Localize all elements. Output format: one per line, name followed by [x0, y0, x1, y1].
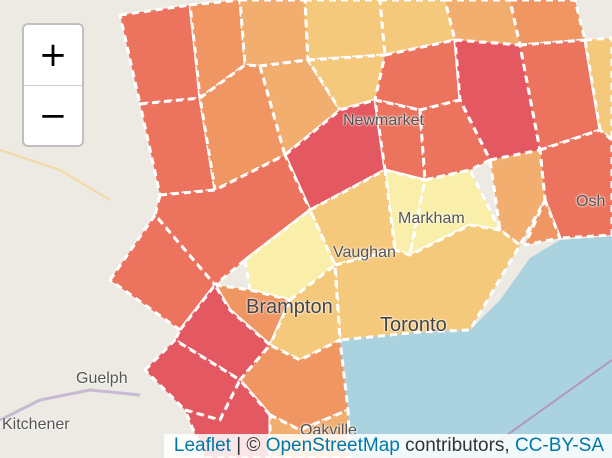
place-label-markham: Markham	[398, 210, 465, 227]
zoom-out-button[interactable]: −	[38, 96, 68, 136]
region[interactable]	[508, 0, 587, 47]
choropleth-layer[interactable]	[108, 0, 612, 458]
attribution-contributors: contributors,	[399, 435, 515, 456]
region[interactable]	[378, 0, 457, 57]
zoom-in-button[interactable]: +	[24, 25, 82, 86]
place-label-toronto: Toronto	[380, 314, 447, 336]
place-label-brampton: Brampton	[246, 296, 333, 318]
region[interactable]	[373, 98, 427, 182]
region[interactable]	[283, 98, 387, 212]
osm-link[interactable]: OpenStreetMap	[265, 435, 400, 456]
region[interactable]	[118, 3, 202, 106]
region[interactable]	[308, 168, 397, 267]
region[interactable]	[373, 38, 462, 112]
region[interactable]	[198, 63, 287, 192]
region[interactable]	[408, 168, 502, 257]
region[interactable]	[333, 223, 522, 342]
region[interactable]	[143, 338, 242, 422]
zoom-control: + −	[22, 23, 84, 147]
region[interactable]	[238, 0, 310, 68]
region[interactable]	[488, 148, 547, 247]
place-label-guelph: Guelph	[76, 370, 128, 387]
region[interactable]	[303, 0, 387, 62]
lake-ontario	[340, 236, 612, 458]
road-line	[0, 149, 111, 201]
map-attribution: Leaflet | © OpenStreetMap contributors, …	[163, 434, 612, 458]
place-label-kitchener: Kitchener	[2, 416, 70, 433]
place-label-newmarket: Newmarket	[343, 112, 424, 129]
leaflet-link[interactable]: Leaflet	[173, 435, 231, 456]
place-label-vaughan: Vaughan	[333, 244, 396, 261]
highway-line	[0, 388, 141, 422]
region[interactable]	[583, 36, 612, 142]
region[interactable]	[268, 263, 342, 362]
region[interactable]	[238, 338, 350, 432]
region[interactable]	[138, 96, 217, 197]
license-link[interactable]: CC-BY-SA	[514, 435, 604, 456]
place-label-oshawa: Osh	[576, 193, 606, 210]
region[interactable]	[523, 198, 562, 247]
attribution-separator: | ©	[230, 435, 266, 456]
region[interactable]	[443, 0, 522, 47]
region[interactable]	[418, 98, 492, 182]
region[interactable]	[258, 58, 342, 157]
region[interactable]	[173, 283, 272, 382]
boundary-line	[499, 359, 612, 441]
